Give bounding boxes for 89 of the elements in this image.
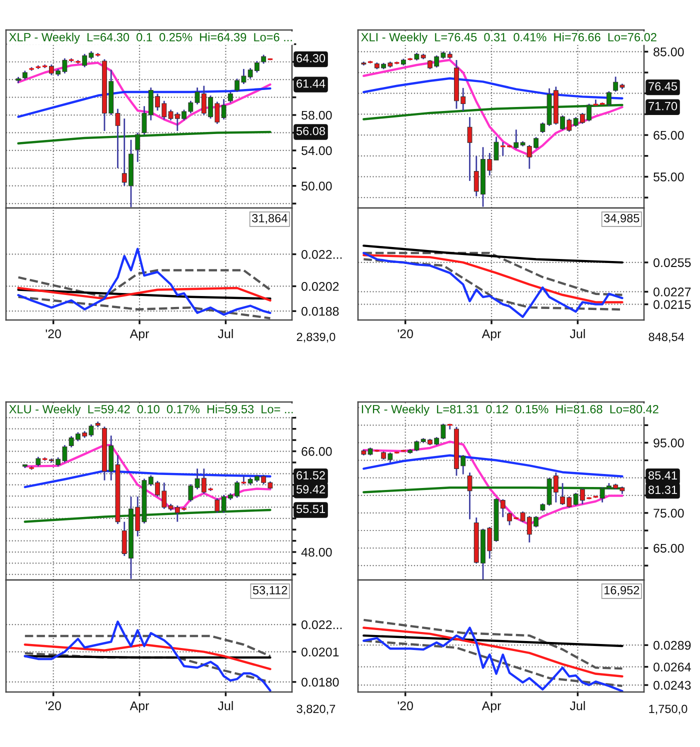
y-tick-label: 0.0227 [654,288,691,296]
text: 3,820,7 [296,704,336,714]
line-series [362,58,624,156]
y-tick-label: 0.0188 [302,306,339,316]
y-tick-label: 75.00 [654,508,684,518]
candlestick [467,116,472,182]
line-series [362,77,624,100]
x-tick-label: Jul [218,701,233,710]
chart-title: XLI - Weekly L=76.45 0.31 0.41% Hi=76.66 Lo=76.02 [361,32,656,44]
y-tick-label: 0.0255 [654,258,691,268]
text: 1,750,0 [649,704,688,714]
annotation: 61.44 [296,79,326,88]
y-tick-label: 85.00 [654,47,684,56]
y-tick-label: 65.00 [654,130,684,140]
chart-title: XLU - Weekly L=59.42 0.10 0.17% Hi=59.53 Lo= ... [9,404,293,416]
y-tick-label: 50.00 [302,182,332,191]
line-series [362,640,624,688]
chart-title: IYR - Weekly L=81.31 0.12 0.15% Hi=81.68 Lo=80.42 [362,404,658,416]
line-series [362,244,624,264]
line-series [24,444,272,510]
candlestick [494,136,499,161]
text: 2,839,0 [296,332,336,342]
x-tick-label: Jul [570,701,585,710]
y-tick-label: 0.0289 [654,640,691,650]
x-tick-label: Apr [482,701,502,713]
line-series [17,269,272,298]
candlestick [507,512,512,526]
y-tick-label: 0.022... [302,620,342,630]
line-series [24,620,272,692]
candlestick [514,128,519,150]
line-series [17,248,272,316]
y-tick-label: 0.0202 [302,282,339,291]
text: 848,54 [648,332,684,342]
y-tick-label: 65.00 [654,544,684,553]
y-tick-label: 95.00 [654,438,684,448]
annotation: 81.31 [648,486,677,494]
y-tick-label: 0.0215 [654,300,691,309]
annotation: 59.42 [296,485,325,494]
line-series [362,252,624,318]
x-tick-label: '20 [46,701,62,710]
line-series [362,454,624,478]
line-series [17,87,272,118]
x-tick-label: Jul [218,329,233,338]
candlestick [214,498,220,514]
x-tick-label: '20 [398,701,414,710]
y-tick-label: 0.0264 [654,662,691,672]
line-series [362,626,624,678]
chart-title: XLP - Weekly L=64.30 0.1 0.25% Hi=64.39 Lo=6 ... [9,32,292,44]
annotation: 61.52 [296,471,325,480]
x-tick-label: '20 [398,329,414,338]
x-tick-label: Jul [570,329,585,338]
annotation: 53,112 [252,586,288,596]
y-tick-label: 0.0243 [654,680,691,690]
annotation: 56.08 [296,126,326,136]
annotation: 34,985 [604,214,640,224]
y-tick-label: 0.0201 [302,648,339,656]
y-tick-label: 0.0180 [302,678,339,687]
y-tick-label: 66.00 [302,447,332,456]
line-series [362,634,624,648]
line-series [17,296,272,320]
y-tick-label: 55.00 [654,172,684,182]
y-tick-label: 58.00 [302,110,332,120]
line-series [362,618,624,670]
candlestick [228,91,233,104]
line-series [17,62,272,126]
annotation: 16,952 [604,586,640,596]
x-tick-label: Apr [130,329,150,341]
x-tick-label: '20 [46,329,62,338]
candlestick [467,472,472,520]
line-series [24,644,272,670]
y-tick-label: 0.022... [302,250,342,259]
line-series [362,626,624,692]
annotation: 76.45 [648,82,678,90]
annotation: 71.70 [648,102,678,110]
candlestick [188,484,194,502]
annotation: 55.51 [296,504,325,514]
y-tick-label: 48.00 [301,548,332,557]
candlestick [221,98,226,120]
y-tick-label: 54.00 [302,146,332,156]
x-tick-label: Apr [130,701,150,713]
annotation: 64.30 [296,54,326,62]
x-tick-label: Apr [482,329,502,341]
candlestick [36,456,41,468]
line-series [362,252,624,296]
line-series [24,470,272,488]
annotation: 31,864 [252,214,288,224]
candlestick [540,122,546,134]
line-series [362,254,624,304]
annotation: 85.41 [648,471,677,480]
